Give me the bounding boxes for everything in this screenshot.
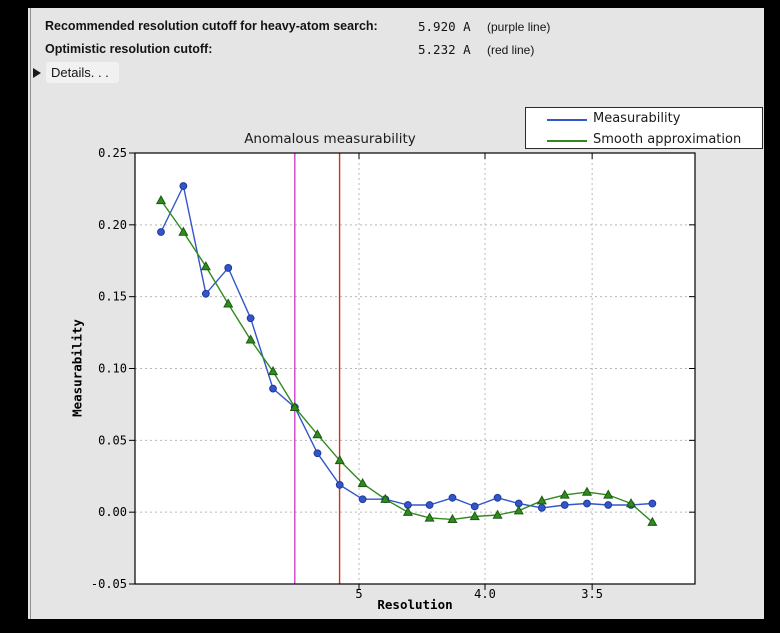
legend: Measurability Smooth approximation <box>525 107 763 149</box>
data-point-triangle <box>581 486 593 496</box>
data-point-triangle <box>603 489 614 499</box>
data-point-triangle <box>267 365 279 376</box>
data-point-triangle <box>536 495 547 505</box>
data-point-triangle <box>289 401 300 411</box>
data-point-circle <box>157 228 165 236</box>
data-point-triangle <box>469 511 480 521</box>
x-axis-label: Resolution <box>377 597 453 612</box>
y-tick-label: 0.10 <box>98 362 127 376</box>
data-point-triangle <box>424 512 435 522</box>
data-point-circle <box>358 495 367 504</box>
legend-line-sample-blue <box>547 119 587 121</box>
legend-line-sample-green <box>547 140 587 142</box>
data-point-circle <box>537 503 546 512</box>
legend-entry-measurability: Measurability <box>526 110 762 129</box>
data-point-triangle <box>178 226 189 236</box>
data-point-circle <box>425 501 434 509</box>
data-point-circle <box>224 264 233 272</box>
data-point-triangle <box>380 493 391 503</box>
data-point-triangle <box>334 455 345 465</box>
data-point-triangle <box>312 429 323 439</box>
data-point-circle <box>648 499 657 508</box>
optimistic-cutoff-value: 5.232 A <box>418 42 471 57</box>
data-point-circle <box>604 501 613 509</box>
y-tick-label: 0.25 <box>98 146 127 160</box>
data-point-triangle <box>647 516 658 526</box>
data-point-triangle <box>223 298 234 308</box>
data-point-triangle <box>513 505 524 515</box>
panel-left-border <box>30 8 31 619</box>
y-tick-label: 0.15 <box>98 290 127 304</box>
optimistic-cutoff-note: (red line) <box>487 43 535 57</box>
x-tick-label: 3.5 <box>581 587 603 601</box>
x-tick-label: 5 <box>355 587 362 601</box>
data-point-triangle <box>492 509 503 519</box>
data-point-triangle <box>625 498 637 508</box>
legend-label: Measurability <box>593 111 681 126</box>
y-axis-label: Measurability <box>69 319 85 417</box>
optimistic-cutoff-label: Optimistic resolution cutoff: <box>45 42 213 56</box>
data-point-circle <box>560 501 569 509</box>
disclosure-triangle-icon[interactable] <box>33 68 41 78</box>
x-tick-label: 4.0 <box>474 587 496 601</box>
data-point-triangle <box>245 334 256 344</box>
recommended-cutoff-note: (purple line) <box>487 20 551 34</box>
data-point-triangle <box>200 261 211 271</box>
data-point-circle <box>313 449 322 458</box>
chart-title: Anomalous measurability <box>244 131 416 147</box>
y-tick-label: 0.05 <box>98 433 127 447</box>
data-point-circle <box>179 182 188 190</box>
data-point-triangle <box>447 513 458 524</box>
legend-entry-smooth: Smooth approximation <box>526 131 762 150</box>
data-point-circle <box>335 480 344 489</box>
data-point-triangle <box>155 194 167 205</box>
y-tick-label: 0.00 <box>98 505 127 519</box>
data-point-circle <box>493 493 502 502</box>
data-point-circle <box>583 499 591 508</box>
recommended-cutoff-label: Recommended resolution cutoff for heavy-… <box>45 19 378 33</box>
data-point-triangle <box>559 489 570 499</box>
recommended-cutoff-value: 5.920 A <box>418 19 471 34</box>
data-point-circle <box>448 493 457 502</box>
data-point-circle <box>470 502 479 511</box>
legend-label: Smooth approximation <box>593 132 742 147</box>
data-point-circle <box>269 384 277 393</box>
data-point-triangle <box>357 477 368 488</box>
data-point-triangle <box>402 506 413 516</box>
details-label[interactable]: Details. . . <box>46 62 119 83</box>
data-point-circle <box>246 314 255 323</box>
y-tick-label: 0.20 <box>98 218 127 232</box>
data-point-circle <box>201 289 210 298</box>
y-tick-label: -0.05 <box>91 577 127 591</box>
